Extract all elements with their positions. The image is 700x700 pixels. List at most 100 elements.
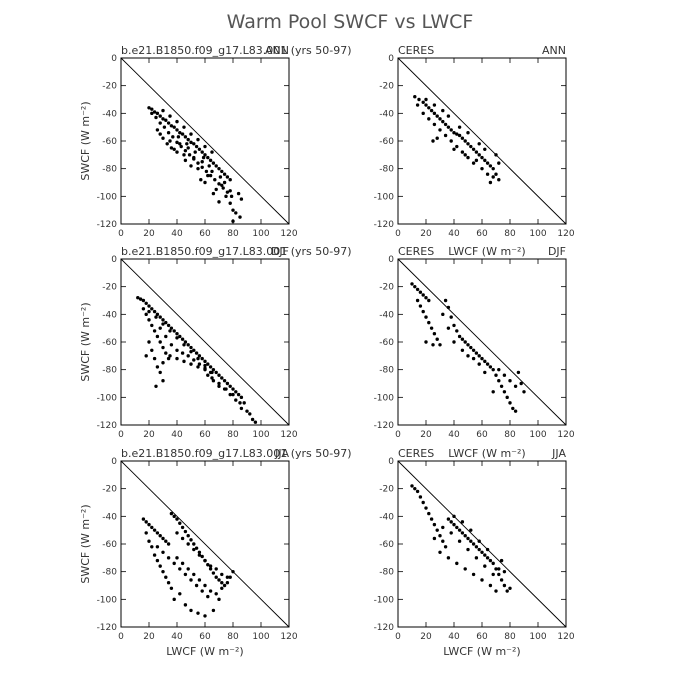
data-point (186, 343, 190, 347)
data-point (494, 172, 498, 176)
data-point (239, 406, 244, 411)
data-point (427, 320, 431, 325)
panel-ceres-ann: 0 20 40 60 80 100 120 0 -20 -40 -60 -80 -100 -120 CERE… (374, 44, 575, 239)
data-point (222, 172, 227, 176)
data-point (228, 201, 232, 205)
data-point (180, 351, 185, 355)
y-axis-label: SWCF (W m⁻²) (79, 504, 92, 583)
data-point (443, 298, 448, 303)
x-tick-label: 60 (476, 430, 488, 440)
data-point (186, 354, 190, 358)
data-point (238, 215, 242, 219)
data-point (239, 395, 244, 400)
data-point (460, 520, 465, 524)
data-point (474, 556, 479, 560)
data-point (483, 564, 487, 568)
data-point (421, 111, 425, 116)
data-point (189, 132, 193, 136)
data-point (169, 326, 174, 330)
data-point (410, 282, 414, 286)
data-point (508, 401, 512, 405)
y-tick-label: -120 (97, 623, 118, 633)
data-point (228, 575, 232, 579)
y-tick-label: -80 (379, 366, 394, 376)
data-point (206, 155, 210, 160)
data-point (180, 337, 185, 341)
data-point (161, 318, 165, 322)
data-point (471, 161, 476, 165)
x-tick-label: 40 (171, 430, 183, 440)
data-point (228, 384, 232, 388)
data-point (466, 354, 470, 358)
data-point (189, 349, 193, 354)
y-axis-label: SWCF (W m⁻²) (79, 302, 92, 381)
data-point (166, 323, 171, 328)
panels-container: 0 20 40 60 80 100 120 0 -20 -40 -60 -80 -100 -120 b.e2… (79, 44, 575, 658)
data-point (413, 95, 417, 99)
data-point (161, 569, 165, 574)
y-tick-label: -40 (379, 310, 394, 320)
data-point (477, 354, 481, 358)
data-point (214, 567, 218, 571)
x-tick-label: 80 (227, 632, 239, 642)
data-point (144, 301, 148, 305)
data-point (208, 365, 213, 369)
data-point (144, 354, 148, 358)
data-point (164, 334, 168, 339)
data-point (175, 531, 179, 535)
data-point (231, 208, 235, 212)
data-point (178, 521, 182, 525)
data-point (147, 522, 151, 527)
data-point (169, 146, 174, 150)
x-tick-label: 80 (504, 229, 516, 239)
x-tick-label: 80 (227, 229, 239, 239)
data-point (253, 420, 258, 424)
data-point (228, 178, 232, 182)
data-point (147, 318, 151, 322)
data-point (427, 298, 431, 303)
data-point (166, 356, 171, 361)
data-point (485, 161, 490, 165)
data-point (491, 367, 495, 372)
x-tick-label: 20 (420, 430, 432, 440)
data-point (158, 326, 162, 330)
data-point (203, 366, 207, 370)
data-point (164, 351, 168, 355)
y-tick-label: -60 (379, 540, 394, 550)
data-point (222, 387, 227, 391)
data-point (431, 343, 435, 347)
x-tick-label: 0 (395, 229, 401, 239)
panel-season-label: JJA (274, 447, 289, 460)
data-point (169, 124, 174, 128)
data-point (192, 572, 196, 577)
data-point (189, 164, 193, 168)
data-point (229, 194, 234, 199)
data-point (175, 356, 179, 361)
x-tick-label: 60 (476, 229, 488, 239)
x-tick-label: 120 (280, 229, 297, 239)
data-point (483, 359, 487, 364)
data-point (427, 106, 431, 110)
x-tick-label: 80 (227, 430, 239, 440)
data-point (180, 561, 185, 566)
data-point (183, 158, 188, 163)
data-point (147, 539, 151, 543)
data-point (491, 572, 495, 577)
data-point (231, 219, 235, 223)
data-point (474, 351, 479, 355)
data-point (141, 517, 146, 521)
data-point (206, 563, 210, 567)
data-point (497, 567, 501, 571)
data-point (435, 337, 439, 341)
data-point (175, 128, 179, 132)
data-point (196, 611, 200, 615)
data-point (172, 125, 176, 129)
data-point (183, 135, 188, 139)
data-point (210, 150, 214, 154)
data-point (203, 363, 207, 368)
data-point (150, 525, 154, 530)
data-point (200, 356, 204, 361)
data-point (150, 111, 154, 116)
data-point (182, 359, 186, 364)
data-point (161, 136, 165, 140)
